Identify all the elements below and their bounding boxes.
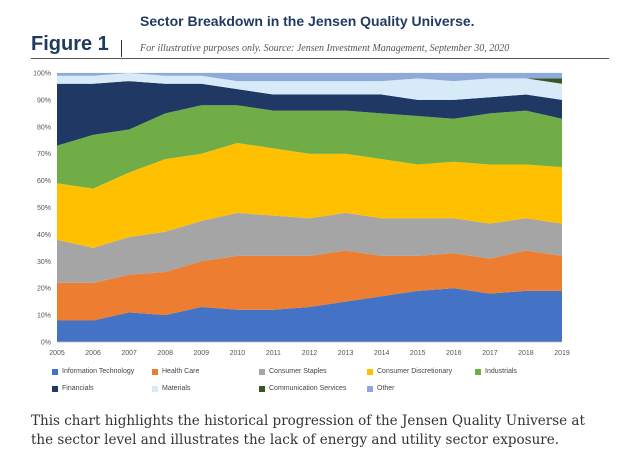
legend-swatch	[259, 368, 265, 375]
y-tick-label: 0%	[41, 340, 51, 347]
x-tick-label: 2019	[554, 350, 570, 357]
area-health-care	[57, 250, 562, 321]
legend-swatch	[52, 385, 58, 392]
legend-label: Health Care	[162, 368, 200, 375]
legend-item: Consumer Staples	[259, 368, 327, 375]
legend-label: Communication Services	[269, 385, 347, 392]
figure-title: Sector Breakdown in the Jensen Quality U…	[140, 13, 475, 29]
y-tick-label: 30%	[37, 259, 51, 266]
legend-item: Consumer Discretionary	[367, 368, 452, 375]
legend-label: Information Technology	[62, 368, 135, 375]
y-tick-label: 40%	[37, 232, 51, 239]
header-rule	[31, 58, 609, 59]
legend-swatch	[475, 368, 481, 375]
area-consumer-staples	[57, 212, 562, 283]
y-tick-label: 90%	[37, 97, 51, 104]
legend-item: Information Technology	[52, 368, 134, 375]
x-tick-label: 2017	[482, 350, 498, 357]
x-tick-label: 2010	[230, 350, 246, 357]
legend-item: Financials	[52, 385, 94, 392]
legend-item: Communication Services	[259, 385, 346, 392]
x-tick-label: 2016	[446, 350, 462, 357]
x-tick-label: 2018	[518, 350, 534, 357]
figure-label: Figure 1	[31, 33, 109, 55]
legend-item: Other	[367, 385, 395, 392]
legend-swatch	[152, 385, 158, 392]
x-tick-label: 2015	[410, 350, 426, 357]
area-industrials	[57, 105, 562, 189]
y-tick-label: 80%	[37, 124, 51, 131]
area-series-layer	[57, 73, 562, 342]
x-tick-label: 2005	[49, 350, 65, 357]
legend-swatch	[367, 385, 373, 392]
legend-swatch	[152, 368, 158, 375]
legend-label: Financials	[62, 385, 94, 392]
x-tick-label: 2013	[338, 350, 354, 357]
x-axis-ticks: 2005 2006 2007 2008 2009 2010 2011 2012 2013 2014…	[49, 341, 570, 357]
legend-swatch	[52, 368, 58, 375]
legend-item: Materials	[152, 385, 190, 392]
x-tick-label: 2009	[193, 350, 209, 357]
legend-label: Consumer Discretionary	[377, 368, 453, 375]
area-financials	[57, 81, 562, 146]
legend-row: Information Technology Health Care Consume…	[52, 368, 572, 385]
legend-swatch	[259, 385, 265, 392]
legend-swatch	[367, 368, 373, 375]
legend-item: Industrials	[475, 368, 517, 375]
y-tick-label: 50%	[37, 205, 51, 212]
legend-label: Materials	[162, 385, 191, 392]
y-tick-label: 20%	[37, 286, 51, 293]
y-tick-label: 10%	[37, 313, 51, 320]
area-consumer-discretionary	[57, 142, 562, 248]
x-tick-label: 2008	[157, 350, 173, 357]
x-tick-label: 2014	[374, 350, 390, 357]
legend-row: Financials Materials Communication Service…	[52, 385, 572, 402]
y-axis-ticks: 0% 10% 20% 30% 40% 50% 60% 70% 80% 90% 100%	[33, 71, 51, 347]
figure-caption: This chart highlights the historical pro…	[31, 413, 585, 448]
stacked-area-chart: 0%10%20%30%40%50%60%70%80%90%100% 2005 20…	[33, 71, 570, 358]
legend-label: Consumer Staples	[269, 368, 327, 375]
x-tick-label: 2007	[121, 350, 137, 357]
legend-label: Other	[377, 385, 395, 392]
y-tick-label: 100%	[33, 71, 51, 78]
figure-subtitle: For illustrative purposes only. Source: …	[140, 43, 510, 54]
x-tick-label: 2011	[266, 350, 281, 357]
x-tick-label: 2012	[302, 350, 318, 357]
area-other	[57, 73, 562, 82]
y-tick-label: 70%	[37, 151, 51, 158]
chart-legend: Information Technology Health Care Consume…	[52, 368, 572, 402]
header-divider	[121, 40, 122, 57]
area-information-technology	[57, 288, 562, 342]
legend-label: Industrials	[485, 368, 517, 375]
legend-item: Health Care	[152, 368, 199, 375]
y-tick-label: 60%	[37, 178, 51, 185]
x-tick-label: 2006	[85, 350, 101, 357]
